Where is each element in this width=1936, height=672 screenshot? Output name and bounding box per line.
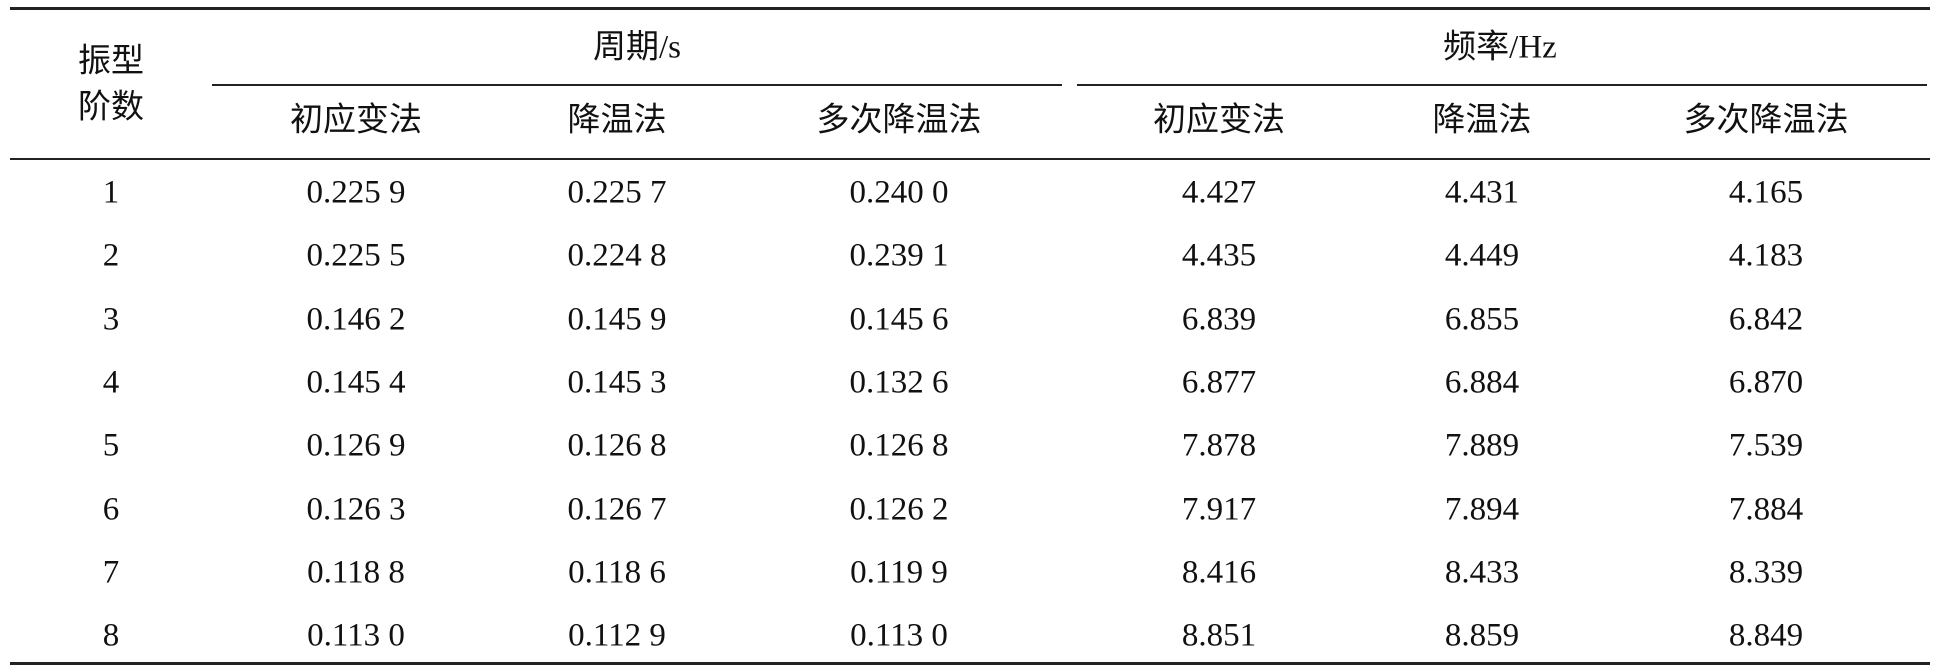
value-cell: 4.183 [1728,237,1804,274]
value-cell: 7.917 [1181,491,1257,527]
mode-header-line1: 振型 [78,43,144,80]
value-cell: 0.225 7 [567,174,667,211]
value-cell: 7.884 [1728,491,1804,527]
mode-order-cell: 6 [102,491,120,527]
value-cell: 0.145 6 [849,301,949,338]
value-cell: 0.126 2 [849,491,949,527]
value-cell: 4.165 [1728,174,1804,211]
value-cell: 0.112 9 [568,617,666,654]
value-cell: 0.240 0 [849,174,949,211]
mode-order-cell: 1 [102,174,120,211]
value-cell: 0.145 4 [306,364,406,401]
value-cell: 0.239 1 [849,237,949,274]
mode-order-cell: 2 [102,237,120,274]
value-cell: 4.427 [1181,174,1257,211]
column-header: 初应变法 [290,102,422,139]
mode-order-cell: 4 [102,364,120,401]
column-header: 降温法 [567,102,667,139]
value-cell: 6.839 [1181,301,1257,338]
mode-order-cell: 8 [102,617,120,654]
value-cell: 7.894 [1444,491,1520,527]
value-cell: 0.118 8 [307,554,405,591]
value-cell: 0.126 9 [306,427,406,464]
value-cell: 0.132 6 [849,364,949,401]
value-cell: 7.878 [1181,427,1257,464]
column-header: 多次降温法 [816,102,982,139]
period-group-rule [212,84,1062,86]
value-cell: 8.416 [1181,554,1257,591]
value-cell: 0.126 7 [567,491,667,527]
value-cell: 6.870 [1728,364,1804,401]
column-header: 初应变法 [1153,102,1285,139]
value-cell: 0.145 3 [567,364,667,401]
top-rule [10,7,1930,10]
value-cell: 0.146 2 [306,301,406,338]
value-cell: 0.126 8 [567,427,667,464]
frequency-group-header: 频率/Hz [1443,29,1557,66]
value-cell: 0.145 9 [567,301,667,338]
value-cell: 8.859 [1444,617,1520,654]
bottom-rule [10,662,1930,665]
value-cell: 0.113 0 [850,617,948,654]
value-cell: 4.431 [1444,174,1520,211]
header-bottom-rule [10,158,1930,160]
value-cell: 8.339 [1728,554,1804,591]
value-cell: 0.126 3 [306,491,406,527]
value-cell: 0.113 0 [307,617,405,654]
value-cell: 6.877 [1181,364,1257,401]
value-cell: 0.118 6 [568,554,666,591]
value-cell: 7.889 [1444,427,1520,464]
value-cell: 6.842 [1728,301,1804,338]
value-cell: 8.849 [1728,617,1804,654]
value-cell: 6.855 [1444,301,1520,338]
value-cell: 0.119 9 [850,554,948,591]
value-cell: 0.126 8 [849,427,949,464]
column-header: 多次降温法 [1683,102,1849,139]
value-cell: 7.539 [1728,427,1804,464]
value-cell: 4.435 [1181,237,1257,274]
mode-order-cell: 7 [102,554,120,591]
mode-order-cell: 3 [102,301,120,338]
value-cell: 8.433 [1444,554,1520,591]
value-cell: 0.225 9 [306,174,406,211]
value-cell: 8.851 [1181,617,1257,654]
column-header: 降温法 [1432,102,1532,139]
mode-order-cell: 5 [102,427,120,464]
frequency-group-rule [1077,84,1927,86]
period-group-header: 周期/s [592,29,682,66]
value-cell: 4.449 [1444,237,1520,274]
value-cell: 0.224 8 [567,237,667,274]
value-cell: 6.884 [1444,364,1520,401]
value-cell: 0.225 5 [306,237,406,274]
mode-header-line2: 阶数 [78,89,144,126]
